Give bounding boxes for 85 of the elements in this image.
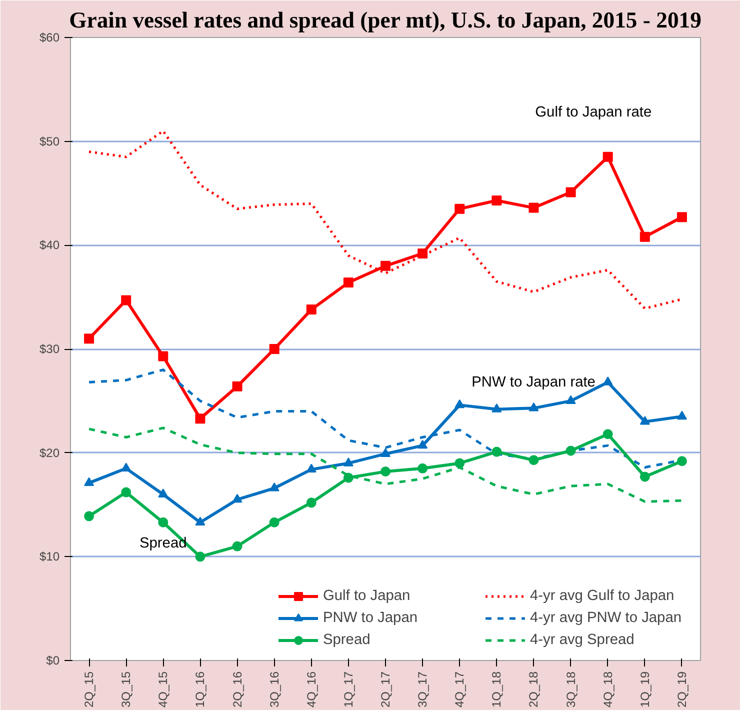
x-tick-label: 4Q_15 bbox=[156, 671, 170, 708]
point bbox=[418, 440, 428, 449]
y-tick-label: $30 bbox=[39, 342, 60, 356]
point bbox=[602, 429, 613, 440]
x-tick-label: 1Q_16 bbox=[193, 671, 208, 708]
point bbox=[418, 248, 428, 258]
y-tick-label: $20 bbox=[39, 446, 60, 460]
x-tick-label: 3Q_17 bbox=[416, 671, 430, 708]
point bbox=[454, 458, 465, 468]
point bbox=[676, 456, 687, 466]
y-tick-label: $60 bbox=[39, 30, 60, 44]
x-tick-label: 2Q_17 bbox=[378, 671, 392, 708]
legend-label: 4-yr avg PNW to Japan bbox=[530, 610, 683, 626]
point bbox=[195, 516, 206, 526]
legend-label: Spread bbox=[323, 632, 372, 648]
point bbox=[566, 187, 576, 198]
point bbox=[158, 488, 168, 498]
point bbox=[380, 448, 390, 457]
point bbox=[454, 204, 465, 214]
x-tick-label: 4Q_17 bbox=[452, 671, 467, 708]
point bbox=[528, 202, 539, 213]
point bbox=[121, 295, 132, 306]
point bbox=[121, 487, 132, 498]
point bbox=[84, 477, 94, 486]
legend-label: Gulf to Japan bbox=[323, 588, 412, 604]
point bbox=[195, 414, 206, 424]
point bbox=[640, 472, 650, 482]
point bbox=[343, 278, 354, 288]
legend-label: PNW to Japan bbox=[323, 610, 418, 626]
point bbox=[343, 458, 354, 466]
x-tick-label: 2Q_18 bbox=[526, 671, 541, 708]
x-tick-label: 3Q_18 bbox=[564, 671, 578, 708]
point bbox=[380, 260, 390, 271]
x-tick-label: 3Q_16 bbox=[267, 671, 282, 708]
y-tick-label: $50 bbox=[39, 134, 60, 148]
legend-label: 4-yr avg Spread bbox=[530, 632, 636, 648]
point bbox=[306, 464, 316, 473]
point bbox=[232, 381, 242, 392]
point bbox=[158, 351, 168, 362]
point bbox=[492, 404, 502, 412]
point bbox=[454, 399, 465, 408]
x-tick-label: 4Q_16 bbox=[304, 671, 318, 708]
point bbox=[676, 410, 687, 420]
point bbox=[121, 462, 132, 472]
point bbox=[380, 466, 390, 477]
annotation: Gulf to Japan rate bbox=[535, 104, 652, 120]
x-tick-label: 2Q_16 bbox=[230, 671, 244, 708]
x-tick-label: 4Q_18 bbox=[600, 671, 615, 708]
x-tick-label: 1Q_18 bbox=[490, 671, 504, 708]
point bbox=[640, 232, 650, 242]
point bbox=[566, 446, 576, 456]
x-tick-label: 3Q_15 bbox=[119, 671, 134, 708]
point bbox=[676, 212, 687, 222]
y-tick-label: $40 bbox=[39, 238, 60, 252]
point bbox=[602, 376, 613, 386]
point bbox=[528, 402, 539, 412]
x-tick-label: 1Q_19 bbox=[638, 671, 652, 708]
point bbox=[306, 304, 316, 315]
chart-title: Grain vessel rates and spread (per mt), U.S. to Japan, 2015 - 2019 bbox=[69, 8, 702, 32]
point bbox=[269, 344, 280, 354]
y-tick-label: $0 bbox=[46, 654, 60, 668]
point bbox=[492, 196, 502, 206]
point bbox=[418, 463, 428, 474]
x-tick-label: 1Q_17 bbox=[341, 671, 356, 708]
annotation: PNW to Japan rate bbox=[472, 374, 596, 391]
annotation: Spread bbox=[139, 535, 187, 552]
point bbox=[195, 552, 206, 562]
point bbox=[492, 446, 502, 457]
point bbox=[528, 455, 539, 466]
point bbox=[269, 517, 280, 528]
x-tick-label: 2Q_15 bbox=[82, 671, 96, 708]
point bbox=[306, 498, 316, 508]
point bbox=[232, 494, 242, 503]
legend-label: 4-yr avg Gulf to Japan bbox=[530, 588, 676, 604]
point bbox=[640, 416, 650, 425]
point bbox=[84, 511, 94, 522]
point bbox=[158, 517, 168, 528]
point bbox=[566, 395, 576, 404]
point bbox=[269, 482, 280, 492]
point bbox=[343, 472, 354, 483]
y-tick-label: $10 bbox=[39, 550, 60, 564]
point bbox=[602, 152, 613, 162]
x-tick-label: 2Q_19 bbox=[674, 671, 689, 708]
point bbox=[84, 334, 94, 344]
point bbox=[232, 541, 242, 552]
